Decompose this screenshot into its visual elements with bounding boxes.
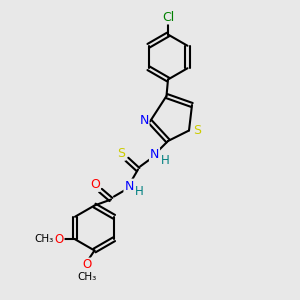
Text: O: O: [55, 233, 64, 246]
Text: S: S: [118, 147, 125, 160]
Text: N: N: [124, 179, 134, 193]
Text: O: O: [90, 178, 100, 191]
Text: CH₃: CH₃: [34, 234, 53, 244]
Text: Cl: Cl: [162, 11, 174, 24]
Text: N: N: [150, 148, 159, 161]
Text: N: N: [139, 113, 149, 127]
Text: S: S: [193, 124, 201, 137]
Text: O: O: [82, 258, 91, 272]
Text: H: H: [135, 185, 144, 198]
Text: CH₃: CH₃: [77, 272, 97, 283]
Text: H: H: [160, 154, 169, 167]
